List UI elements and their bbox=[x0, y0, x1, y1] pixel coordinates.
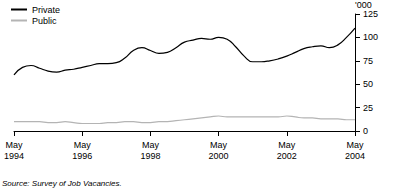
svg-text:1994: 1994 bbox=[4, 151, 24, 161]
svg-text:'000: '000 bbox=[355, 0, 372, 11]
svg-text:May: May bbox=[346, 140, 364, 150]
svg-text:125: 125 bbox=[363, 9, 378, 19]
svg-text:Private: Private bbox=[32, 5, 60, 15]
svg-text:75: 75 bbox=[363, 56, 373, 66]
svg-text:25: 25 bbox=[363, 103, 373, 113]
svg-text:May: May bbox=[278, 140, 296, 150]
svg-text:Source: Survey of Job Vacancie: Source: Survey of Job Vacancies. bbox=[2, 179, 122, 188]
svg-text:2000: 2000 bbox=[209, 151, 229, 161]
svg-text:1996: 1996 bbox=[72, 151, 92, 161]
svg-text:1998: 1998 bbox=[140, 151, 160, 161]
svg-text:2002: 2002 bbox=[277, 151, 297, 161]
svg-text:100: 100 bbox=[363, 32, 378, 42]
svg-text:May: May bbox=[142, 140, 160, 150]
svg-text:0: 0 bbox=[363, 126, 368, 136]
svg-text:Public: Public bbox=[32, 16, 57, 26]
svg-text:May: May bbox=[210, 140, 228, 150]
svg-text:2004: 2004 bbox=[345, 151, 365, 161]
svg-text:May: May bbox=[5, 140, 23, 150]
svg-text:50: 50 bbox=[363, 79, 373, 89]
svg-text:May: May bbox=[74, 140, 92, 150]
